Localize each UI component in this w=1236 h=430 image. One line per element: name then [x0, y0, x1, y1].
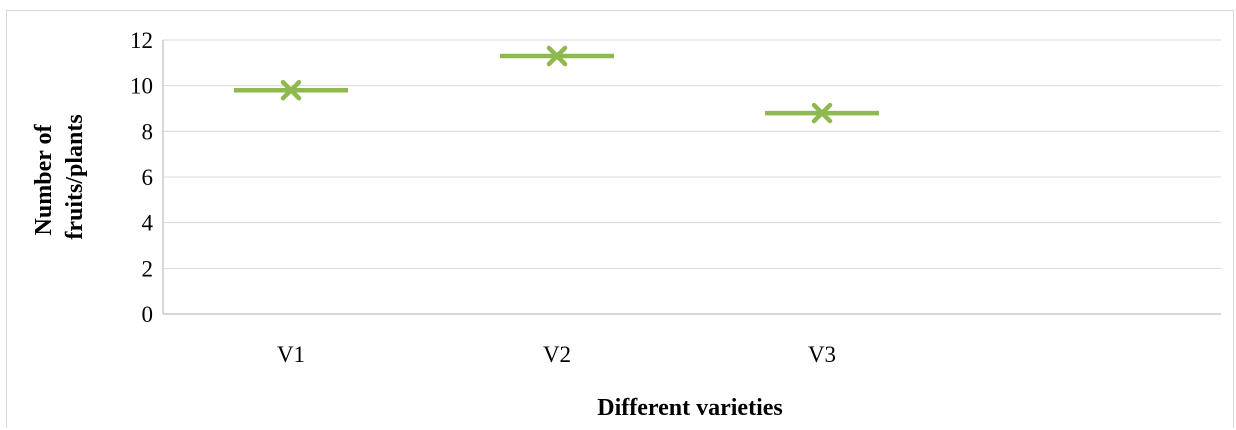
- x-axis-title: Different varieties: [597, 395, 782, 421]
- data-marker: [280, 79, 302, 101]
- y-axis-title-line-1: Number of: [31, 124, 57, 236]
- data-marks: [234, 45, 879, 124]
- y-axis-title-line-2: fruits/plants: [62, 114, 88, 239]
- data-marker: [546, 45, 568, 67]
- y-axis-title: Number of fruits/plants: [31, 114, 88, 239]
- axes: [162, 40, 1221, 315]
- x-tick-label: V3: [808, 342, 836, 367]
- data-marker: [811, 102, 833, 124]
- y-tick-label: 4: [142, 211, 154, 236]
- gridlines: [163, 39, 1221, 269]
- y-tick-labels: 0 2 4 6 8 10 12: [130, 28, 154, 327]
- y-tick-label: 0: [142, 302, 154, 327]
- y-tick-label: 10: [130, 74, 153, 99]
- y-tick-label: 8: [142, 119, 154, 144]
- y-tick-label: 12: [130, 28, 153, 53]
- x-tick-label: V1: [277, 342, 305, 367]
- y-tick-label: 6: [142, 165, 154, 190]
- x-tick-label: V2: [543, 342, 571, 367]
- chart-frame: [6, 10, 1234, 428]
- x-tick-labels: V1 V2 V3: [277, 342, 836, 367]
- y-tick-label: 2: [142, 256, 154, 281]
